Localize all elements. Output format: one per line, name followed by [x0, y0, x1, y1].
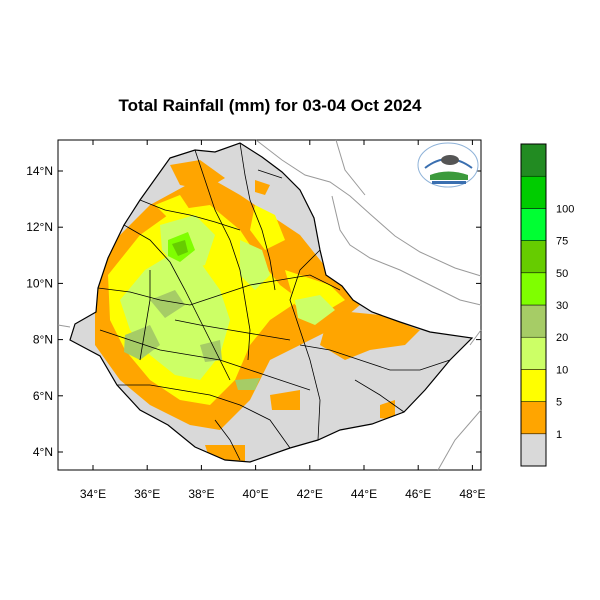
- colorbar-bin: [520, 208, 547, 241]
- colorbar-label: 5: [556, 397, 562, 409]
- lat-tick-label: 12°N: [26, 220, 53, 234]
- lon-tick-label: 46°E: [405, 487, 431, 501]
- lon-tick-label: 36°E: [134, 487, 160, 501]
- colorbar-label: 75: [556, 236, 568, 248]
- lon-tick-label: 44°E: [351, 487, 377, 501]
- colorbar-label: 20: [556, 332, 568, 344]
- colorbar-bin: [520, 304, 547, 338]
- lon-tick-label: 38°E: [188, 487, 214, 501]
- colorbar-bin: [520, 401, 547, 435]
- lon-tick-label: 42°E: [297, 487, 323, 501]
- admin-boundaries: [97, 143, 451, 461]
- colorbar: 1 5 10 20 30 50 75 100: [520, 143, 574, 467]
- colorbar-bin: [520, 336, 547, 370]
- lon-tick-label: 48°E: [459, 487, 485, 501]
- lat-tick-label: 4°N: [33, 445, 53, 459]
- lat-tick-label: 8°N: [33, 333, 53, 347]
- lat-tick-label: 14°N: [26, 164, 53, 178]
- longitude-axis: 34°E 36°E 38°E 40°E 42°E 44°E 46°E 48°E: [80, 140, 485, 501]
- colorbar-bin: [520, 433, 547, 467]
- colorbar-label: 30: [556, 300, 568, 312]
- colorbar-bin: [520, 369, 547, 402]
- map-title: Total Rainfall (mm) for 03-04 Oct 2024: [118, 96, 422, 115]
- colorbar-label: 1: [556, 429, 562, 441]
- colorbar-label: 100: [556, 203, 574, 215]
- colorbar-bin: [520, 272, 547, 306]
- neighbor-borders: [57, 139, 482, 471]
- colorbar-label: 10: [556, 364, 568, 376]
- latitude-axis: 14°N 12°N 10°N 8°N 6°N 4°N: [26, 164, 481, 459]
- lon-tick-label: 34°E: [80, 487, 106, 501]
- lon-tick-label: 40°E: [243, 487, 269, 501]
- colorbar-frame: [520, 143, 547, 467]
- country-outline: [69, 142, 474, 463]
- lat-tick-label: 6°N: [33, 389, 53, 403]
- colorbar-bin: [520, 240, 547, 274]
- rain-20-30mm: [124, 290, 260, 390]
- agency-logo-icon: [417, 142, 479, 188]
- lat-tick-label: 10°N: [26, 276, 53, 290]
- colorbar-label: 50: [556, 268, 568, 280]
- rain-50-75mm: [172, 240, 188, 256]
- colorbar-bin: [520, 143, 547, 177]
- colorbar-bin: [520, 175, 547, 209]
